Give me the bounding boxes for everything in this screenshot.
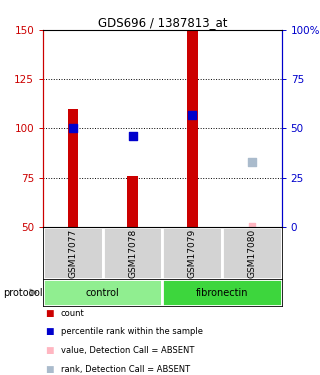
FancyBboxPatch shape <box>222 227 282 279</box>
FancyBboxPatch shape <box>43 279 163 306</box>
Point <box>249 223 254 229</box>
Bar <box>68 109 78 227</box>
Point <box>190 112 195 118</box>
Text: percentile rank within the sample: percentile rank within the sample <box>61 327 203 336</box>
Text: rank, Detection Call = ABSENT: rank, Detection Call = ABSENT <box>61 365 190 374</box>
Point <box>70 125 76 132</box>
Text: GSM17078: GSM17078 <box>128 228 137 278</box>
FancyBboxPatch shape <box>163 227 222 279</box>
FancyBboxPatch shape <box>163 279 282 306</box>
Text: ■: ■ <box>45 327 53 336</box>
Text: ■: ■ <box>45 346 53 355</box>
Text: GSM17080: GSM17080 <box>247 228 256 278</box>
Bar <box>187 30 197 227</box>
Point <box>130 134 135 140</box>
Text: value, Detection Call = ABSENT: value, Detection Call = ABSENT <box>61 346 194 355</box>
Text: GSM17077: GSM17077 <box>68 228 77 278</box>
Text: count: count <box>61 309 84 318</box>
Text: fibronectin: fibronectin <box>196 288 248 297</box>
FancyBboxPatch shape <box>103 227 163 279</box>
Text: GSM17079: GSM17079 <box>188 228 197 278</box>
Text: control: control <box>86 288 120 297</box>
Text: ■: ■ <box>45 309 53 318</box>
Point <box>249 159 254 165</box>
Title: GDS696 / 1387813_at: GDS696 / 1387813_at <box>98 16 227 29</box>
Text: protocol: protocol <box>3 288 43 297</box>
Text: ■: ■ <box>45 365 53 374</box>
FancyBboxPatch shape <box>43 227 103 279</box>
Bar <box>127 176 138 227</box>
